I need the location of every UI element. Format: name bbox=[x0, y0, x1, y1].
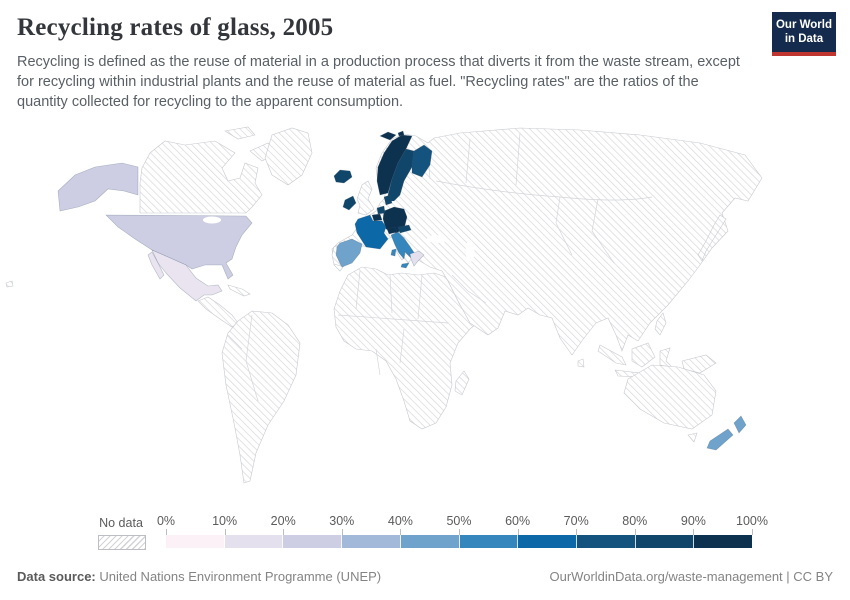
country-italy-sardinia[interactable] bbox=[390, 248, 397, 257]
data-source-label: Data source: bbox=[17, 569, 96, 584]
region-hawaii-no-data[interactable] bbox=[5, 280, 14, 288]
legend-swatch-0-10[interactable] bbox=[166, 535, 225, 548]
data-source: Data source: United Nations Environment … bbox=[17, 569, 381, 584]
map-legend: No data 0% 10% 20% 30% 40% 50% 60% 70% 8… bbox=[0, 512, 850, 554]
region-greenland-no-data[interactable] bbox=[264, 127, 313, 186]
country-mexico-baja[interactable] bbox=[147, 251, 165, 280]
legend-tick-80: 80% bbox=[622, 514, 648, 528]
country-mexico[interactable] bbox=[151, 249, 223, 302]
lakes bbox=[203, 216, 475, 262]
legend-tick-90: 90% bbox=[680, 514, 706, 528]
region-united-kingdom-no-data[interactable] bbox=[356, 180, 375, 216]
region-cuba-no-data[interactable] bbox=[227, 284, 251, 297]
country-spain[interactable] bbox=[335, 238, 363, 268]
legend-color-bar bbox=[166, 535, 753, 548]
legend-tick-10: 10% bbox=[212, 514, 238, 528]
attribution-link[interactable]: OurWorldinData.org/waste-management | CC… bbox=[549, 569, 833, 584]
legend-swatch-70-80[interactable] bbox=[576, 535, 636, 548]
region-new-guinea-no-data[interactable] bbox=[681, 354, 717, 374]
region-africa-no-data[interactable] bbox=[333, 266, 483, 430]
country-new-zealand-south[interactable] bbox=[706, 428, 734, 451]
legend-tick-20: 20% bbox=[270, 514, 296, 528]
country-iceland[interactable] bbox=[333, 169, 353, 184]
region-sumatra-no-data[interactable] bbox=[597, 344, 627, 366]
data-source-value: United Nations Environment Programme (UN… bbox=[95, 569, 382, 584]
region-sulawesi-no-data[interactable] bbox=[659, 347, 673, 368]
page-title: Recycling rates of glass, 2005 bbox=[17, 14, 334, 41]
legend-tick-40: 40% bbox=[387, 514, 413, 528]
region-japan-no-data[interactable] bbox=[697, 214, 727, 262]
country-ireland[interactable] bbox=[342, 195, 357, 211]
country-netherlands[interactable] bbox=[376, 205, 386, 215]
legend-tick-60: 60% bbox=[505, 514, 531, 528]
country-belgium[interactable] bbox=[371, 213, 383, 222]
legend-swatch-20-30[interactable] bbox=[283, 535, 343, 548]
inner-borders bbox=[227, 132, 653, 402]
region-central-america-no-data[interactable] bbox=[197, 296, 239, 328]
region-south-america-no-data[interactable] bbox=[221, 310, 301, 484]
legend-swatch-40-50[interactable] bbox=[400, 535, 460, 548]
region-madagascar-no-data[interactable] bbox=[454, 370, 470, 396]
chart-footer: Data source: United Nations Environment … bbox=[17, 569, 833, 584]
legend-no-data-swatch[interactable] bbox=[98, 535, 146, 550]
country-switzerland[interactable] bbox=[386, 226, 398, 235]
world-map-canvas bbox=[5, 126, 763, 484]
country-united-states[interactable] bbox=[105, 214, 253, 280]
chart-subtitle: Recycling is defined as the reuse of mat… bbox=[17, 54, 740, 110]
country-italy-sicily[interactable] bbox=[400, 262, 410, 269]
country-united-states-alaska[interactable] bbox=[57, 162, 139, 212]
legend-no-data-label: No data bbox=[99, 516, 143, 530]
country-new-zealand-north[interactable] bbox=[733, 415, 747, 434]
legend-tick-0: 0% bbox=[156, 514, 176, 528]
country-austria[interactable] bbox=[397, 224, 412, 234]
country-finland[interactable] bbox=[411, 144, 433, 178]
legend-swatch-30-40[interactable] bbox=[342, 535, 401, 548]
legend-swatch-50-60[interactable] bbox=[459, 535, 519, 548]
legend-swatch-90-100[interactable] bbox=[694, 535, 753, 548]
region-arctic-islands2-no-data[interactable] bbox=[224, 126, 256, 140]
legend-tick-labels: 0% 10% 20% 30% 40% 50% 60% 70% 80% 90% 1… bbox=[157, 514, 768, 529]
world-map bbox=[0, 123, 850, 511]
owid-logo[interactable]: Our World in Data bbox=[772, 12, 836, 56]
country-denmark[interactable] bbox=[383, 194, 393, 206]
legend-swatch-80-90[interactable] bbox=[635, 535, 695, 548]
legend-tick-50: 50% bbox=[446, 514, 472, 528]
country-norway-svalbard[interactable] bbox=[379, 130, 405, 141]
region-borneo-no-data[interactable] bbox=[631, 342, 656, 368]
region-canada-no-data[interactable] bbox=[139, 140, 263, 214]
legend-tick-marks bbox=[166, 529, 753, 535]
country-norway[interactable] bbox=[376, 134, 413, 196]
legend-tick-70: 70% bbox=[563, 514, 589, 528]
legend-tick-100: 100% bbox=[736, 514, 768, 528]
region-philippines-no-data[interactable] bbox=[654, 312, 667, 336]
region-australia-no-data[interactable] bbox=[623, 364, 717, 430]
region-tasmania-no-data[interactable] bbox=[687, 432, 698, 443]
country-greece[interactable] bbox=[409, 250, 425, 267]
owid-logo-text: Our World in Data bbox=[775, 18, 832, 45]
country-france[interactable] bbox=[354, 214, 389, 250]
region-sri-lanka-no-data[interactable] bbox=[577, 358, 585, 368]
legend-swatch-10-20[interactable] bbox=[224, 535, 284, 548]
legend-tick-30: 30% bbox=[329, 514, 355, 528]
legend-swatch-60-70[interactable] bbox=[518, 535, 577, 548]
